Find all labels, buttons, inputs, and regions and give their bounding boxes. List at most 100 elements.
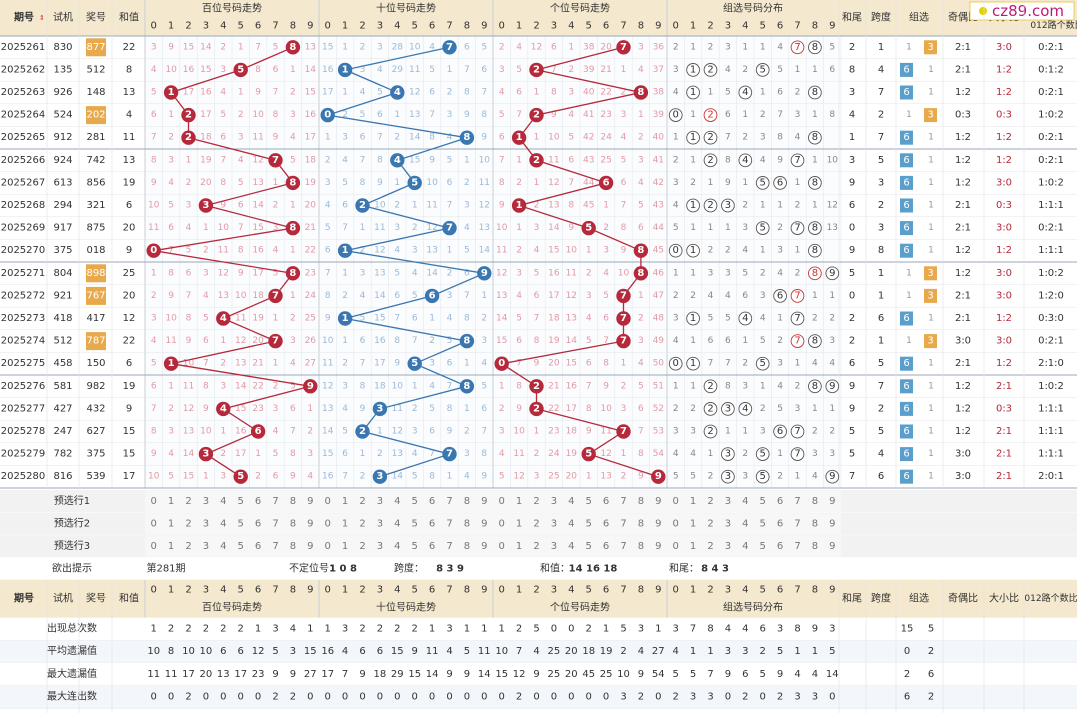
tens-ball [337,311,353,326]
tens-miss: 17 [374,359,385,369]
preselect-digit: 8 [638,496,644,507]
tens-miss: 3 [325,178,331,188]
bottom-digit-header: 0 [325,584,331,595]
group-digit-label: 8 [812,245,818,256]
hundreds-header: 百位号码走势 [202,2,262,15]
tens-miss: 6 [447,359,453,369]
group-miss-value: 3 [690,427,696,437]
group-digit-label: 2 [707,403,713,414]
hundreds-miss: 5 [290,155,296,165]
group-badge [900,401,913,416]
hundreds-miss: 10 [235,291,247,301]
issue-cell: 2025272 [1,290,46,301]
group-header: 组选 [909,11,929,24]
tens-ball [407,175,422,191]
stats-tens-value: 14 [478,669,491,680]
trial-cell: 375 [53,245,72,256]
group-digit-circle [686,130,700,145]
stats-units-value: 25 [548,669,561,680]
units-miss: 8 [534,336,540,346]
hundreds-miss: 7 [203,359,209,369]
bottom-digit-header: 5 [586,584,592,595]
stats-units-value: 2 [586,624,592,635]
hundreds-miss: 13 [235,359,246,369]
hundreds-miss: 23 [305,268,316,278]
group-digit-circle [703,153,718,168]
units-ball [529,153,544,168]
group-miss: 1 [928,381,934,391]
group-badge [900,221,913,236]
preselect-digit: 8 [290,541,296,552]
group-digit-label: 4 [742,155,748,166]
preselect-digit: 8 [464,518,470,529]
stats-group-value: 8 [794,624,800,635]
stats-tens-value: 0 [412,691,418,702]
group-digit-circle [790,334,805,348]
units-miss: 7 [516,110,522,120]
group-miss-value: 1 [742,42,748,52]
units-miss: 10 [566,246,578,256]
span-cell: 4 [878,449,884,460]
group-digit-label: 5 [760,471,766,482]
prize-cell: 767 [86,290,105,301]
bottom-trial-header: 试机 [53,591,73,604]
preselect-digit: 6 [429,496,435,507]
group-miss-value: 4 [742,246,748,256]
prize-cell: 898 [86,268,105,279]
stats-row-bg [0,617,1077,641]
group-miss-value: 2 [742,201,748,211]
group-digit-circle [686,198,700,213]
tens-ball [390,85,405,100]
stats-units-value: 0 [568,691,574,702]
group-miss-value: 1 [777,449,783,459]
tens-miss: 11 [426,201,437,211]
hundreds-ball-label: 9 [307,381,314,392]
group-miss-value: 1 [690,110,696,120]
digit-header-label: 1 [168,21,174,32]
preselect-digit: 0 [673,496,679,507]
group-badge-text: 6 [903,87,909,98]
tens-miss: 14 [426,268,438,278]
preselect-digit: 8 [812,541,818,552]
units-miss: 3 [638,155,644,165]
hundreds-miss: 2 [168,404,174,414]
prize-cell: 512 [86,64,105,75]
tens-miss: 1 [325,133,331,143]
odd-even-cell: 1:2 [955,403,971,414]
group-digit-circle [808,379,822,394]
hundreds-miss: 6 [186,268,192,278]
units-miss: 9 [568,223,574,233]
units-miss: 1 [534,427,540,437]
group-digit-circle [790,447,805,461]
tens-miss: 2 [447,268,453,278]
stats-hundreds-value: 2 [185,691,191,702]
hundreds-miss: 18 [200,133,212,143]
bottom-digit-header: 4 [742,584,748,595]
tens-miss: 2 [360,246,366,256]
group-miss-value: 4 [829,359,835,369]
stats-hundreds-value: 13 [217,669,230,680]
preselect-digit: 1 [516,541,522,552]
watermark-box [969,1,1075,21]
preselect-digit: 7 [794,496,800,507]
group-digit-label: 0 [673,110,679,121]
group-miss-value: 3 [777,359,783,369]
group-digit-label: 7 [794,449,800,460]
big-small-cell: 3:0 [996,177,1012,188]
odd-even-cell: 3:0 [955,449,971,460]
units-miss: 21 [600,65,611,75]
preselect-digit: 6 [429,541,435,552]
tens-miss: 16 [322,472,334,482]
group-miss-value: 2 [673,404,679,414]
trial-cell: 924 [53,155,72,166]
units-miss: 3 [534,472,540,482]
odd-even-cell: 1:2 [955,426,971,437]
group-digit-label: 4 [742,87,748,98]
units-miss: 6 [568,155,574,165]
group-miss: 1 [928,246,934,256]
tens-miss: 4 [360,291,366,301]
preselect-digit: 3 [551,541,557,552]
units-miss: 1 [534,133,540,143]
hundreds-miss: 15 [183,42,194,52]
group-miss-value: 2 [708,246,714,256]
